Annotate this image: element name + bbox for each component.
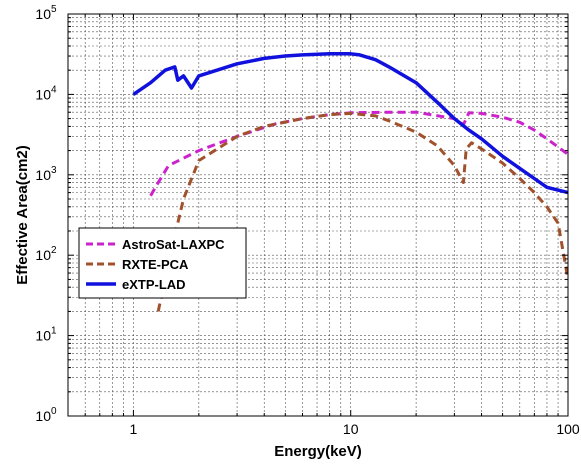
series-line-rxte-pca <box>156 111 570 312</box>
legend-label: RXTE-PCA <box>122 257 189 272</box>
plot-frame <box>67 13 569 417</box>
series-line-extp-lad <box>132 52 569 195</box>
legend-label: eXTP-LAD <box>122 277 186 292</box>
series-line-astrosat-laxpc <box>149 110 569 197</box>
legend: AstroSat-LAXPC RXTE-PCA eXTP-LAD <box>78 227 247 299</box>
y-axis-label: Effective Area(cm2) <box>14 145 31 285</box>
y-tick-labels: 100 101 102 103 104 105 <box>35 4 57 424</box>
axis-ticks <box>67 14 569 417</box>
grid-lines <box>67 14 569 417</box>
x-tick-label: 100 <box>556 421 580 437</box>
series-lines <box>132 52 570 312</box>
y-tick-label: 104 <box>35 84 57 102</box>
legend-label: AstroSat-LAXPC <box>122 237 225 252</box>
y-tick-label: 105 <box>35 4 57 22</box>
y-tick-label: 100 <box>35 406 57 424</box>
y-tick-label: 101 <box>35 326 57 344</box>
x-axis-label: Energy(keV) <box>274 443 362 460</box>
x-tick-label: 1 <box>130 421 138 437</box>
y-tick-label: 102 <box>35 245 57 263</box>
legend-box <box>78 227 247 299</box>
y-tick-label: 103 <box>35 165 57 183</box>
x-tick-label: 10 <box>343 421 359 437</box>
x-tick-labels: 1 10 100 <box>130 421 580 437</box>
